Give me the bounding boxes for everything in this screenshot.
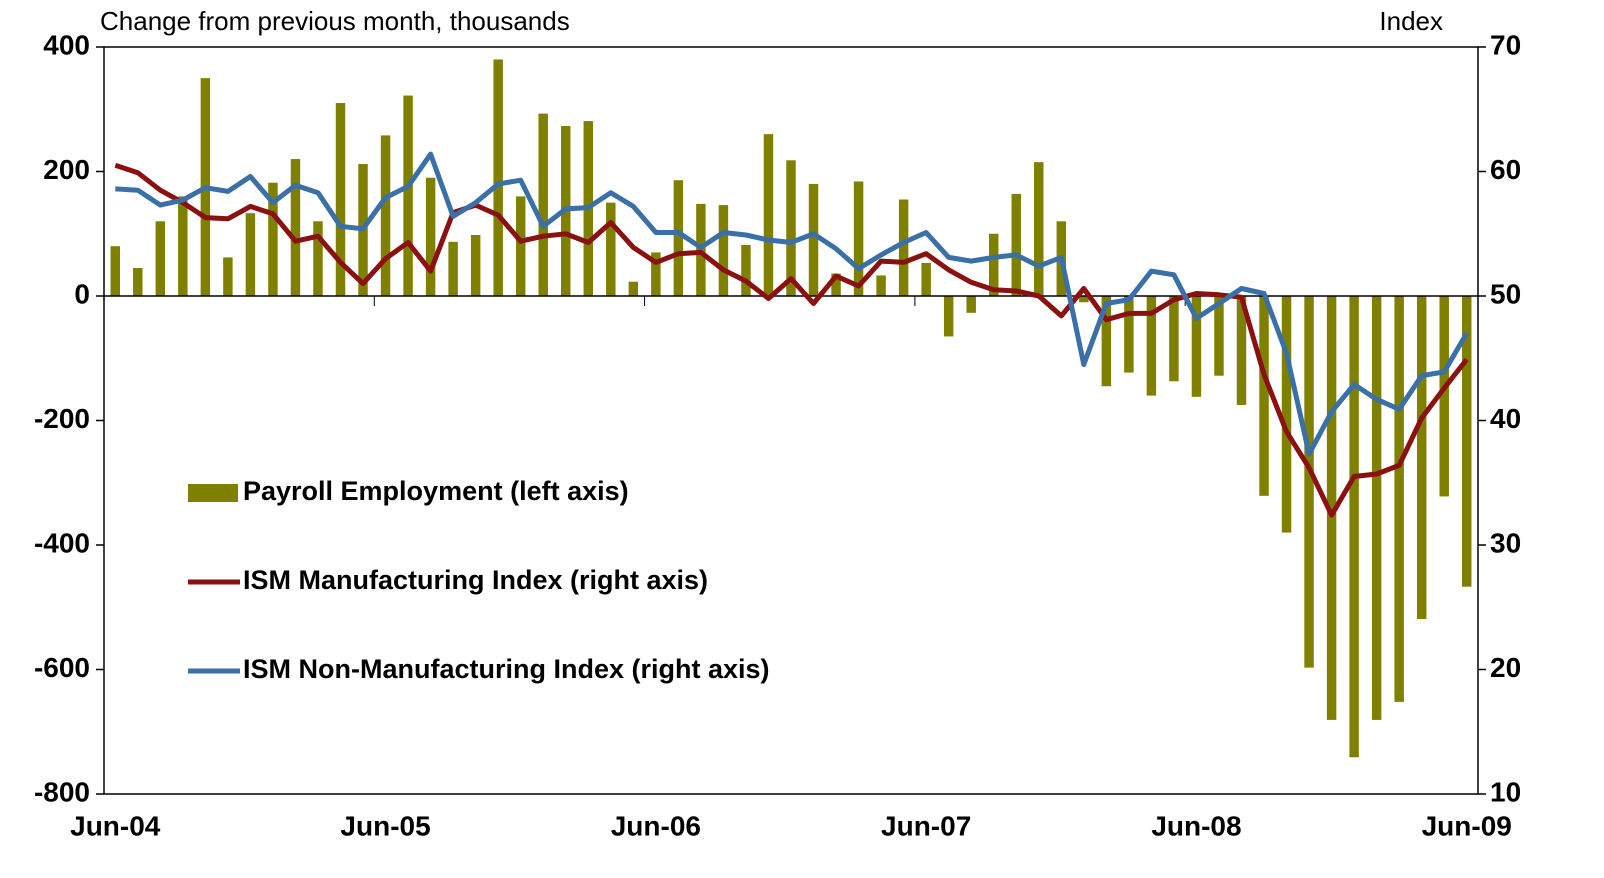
bar xyxy=(223,257,233,296)
y2-tick-label: 30 xyxy=(1490,527,1521,558)
bar xyxy=(1191,296,1202,397)
bar xyxy=(876,275,886,296)
bar xyxy=(763,134,774,296)
x-tick-label: Jun-09 xyxy=(1422,810,1512,841)
bar xyxy=(898,199,909,296)
bar xyxy=(1326,296,1337,720)
bar xyxy=(1169,296,1179,382)
bar xyxy=(1304,296,1314,668)
bar xyxy=(538,113,548,296)
x-tick-label: Jun-07 xyxy=(881,810,971,841)
bar xyxy=(1034,162,1044,296)
bar xyxy=(245,213,256,296)
legend-swatch xyxy=(188,484,238,502)
bar xyxy=(628,281,639,296)
bar xyxy=(673,180,684,296)
bar xyxy=(448,241,458,296)
bar xyxy=(470,234,481,296)
bar xyxy=(493,59,503,297)
y-tick-label: 200 xyxy=(43,154,90,185)
bar xyxy=(1394,296,1404,702)
bar xyxy=(1124,296,1134,373)
bar xyxy=(1281,296,1292,533)
bar xyxy=(988,233,999,296)
bar xyxy=(606,202,616,296)
bar xyxy=(718,205,729,296)
y2-axis-title: Index xyxy=(1379,6,1443,36)
y2-tick-label: 20 xyxy=(1490,652,1521,683)
x-tick-label: Jun-05 xyxy=(340,810,430,841)
y-tick-label: -200 xyxy=(34,403,90,434)
bar xyxy=(1236,296,1247,405)
y-tick-label: 400 xyxy=(43,29,90,60)
y2-tick-label: 70 xyxy=(1490,29,1521,60)
y2-tick-label: 40 xyxy=(1490,403,1521,434)
y2-tick-label: 10 xyxy=(1490,776,1521,807)
bar xyxy=(290,159,301,296)
bar xyxy=(425,177,436,296)
legend-label: ISM Non-Manufacturing Index (right axis) xyxy=(243,654,770,684)
bar xyxy=(808,183,819,296)
y2-tick-label: 50 xyxy=(1490,278,1521,309)
bar xyxy=(1439,296,1449,497)
bar xyxy=(313,221,323,296)
bar xyxy=(1101,296,1112,387)
bar xyxy=(1079,296,1089,303)
bar xyxy=(1349,296,1359,758)
y-axis-title: Change from previous month, thousands xyxy=(100,6,570,36)
bar xyxy=(831,273,841,296)
bar xyxy=(1371,296,1382,720)
line xyxy=(115,151,1469,457)
bar xyxy=(786,160,796,296)
bar xyxy=(943,296,954,337)
y-tick-label: -800 xyxy=(34,776,90,807)
bar xyxy=(1214,296,1224,376)
bar xyxy=(1011,193,1021,296)
bar xyxy=(651,252,661,296)
bar xyxy=(921,263,931,296)
bar xyxy=(133,267,143,296)
x-tick-label: Jun-04 xyxy=(70,810,161,841)
bar xyxy=(515,196,526,296)
bar xyxy=(380,135,391,296)
bar xyxy=(335,103,346,297)
bar xyxy=(1146,296,1157,396)
bar xyxy=(403,95,413,297)
bar xyxy=(853,181,864,296)
bar xyxy=(1462,296,1472,587)
legend-label: Payroll Employment (left axis) xyxy=(243,476,629,506)
legend-label: ISM Manufacturing Index (right axis) xyxy=(243,565,708,595)
bar xyxy=(1416,296,1427,620)
y-tick-label: -400 xyxy=(34,527,90,558)
bar xyxy=(110,246,120,296)
bar xyxy=(155,221,166,296)
y-tick-label: -600 xyxy=(34,652,90,683)
y-tick-label: 0 xyxy=(74,278,90,309)
y2-tick-label: 60 xyxy=(1490,154,1521,185)
bar xyxy=(741,244,751,296)
line xyxy=(114,162,1469,518)
bar xyxy=(966,296,976,313)
x-tick-label: Jun-06 xyxy=(611,810,701,841)
bar xyxy=(268,182,278,296)
bar xyxy=(178,196,188,296)
x-tick-label: Jun-08 xyxy=(1151,810,1241,841)
bar xyxy=(1259,296,1269,496)
